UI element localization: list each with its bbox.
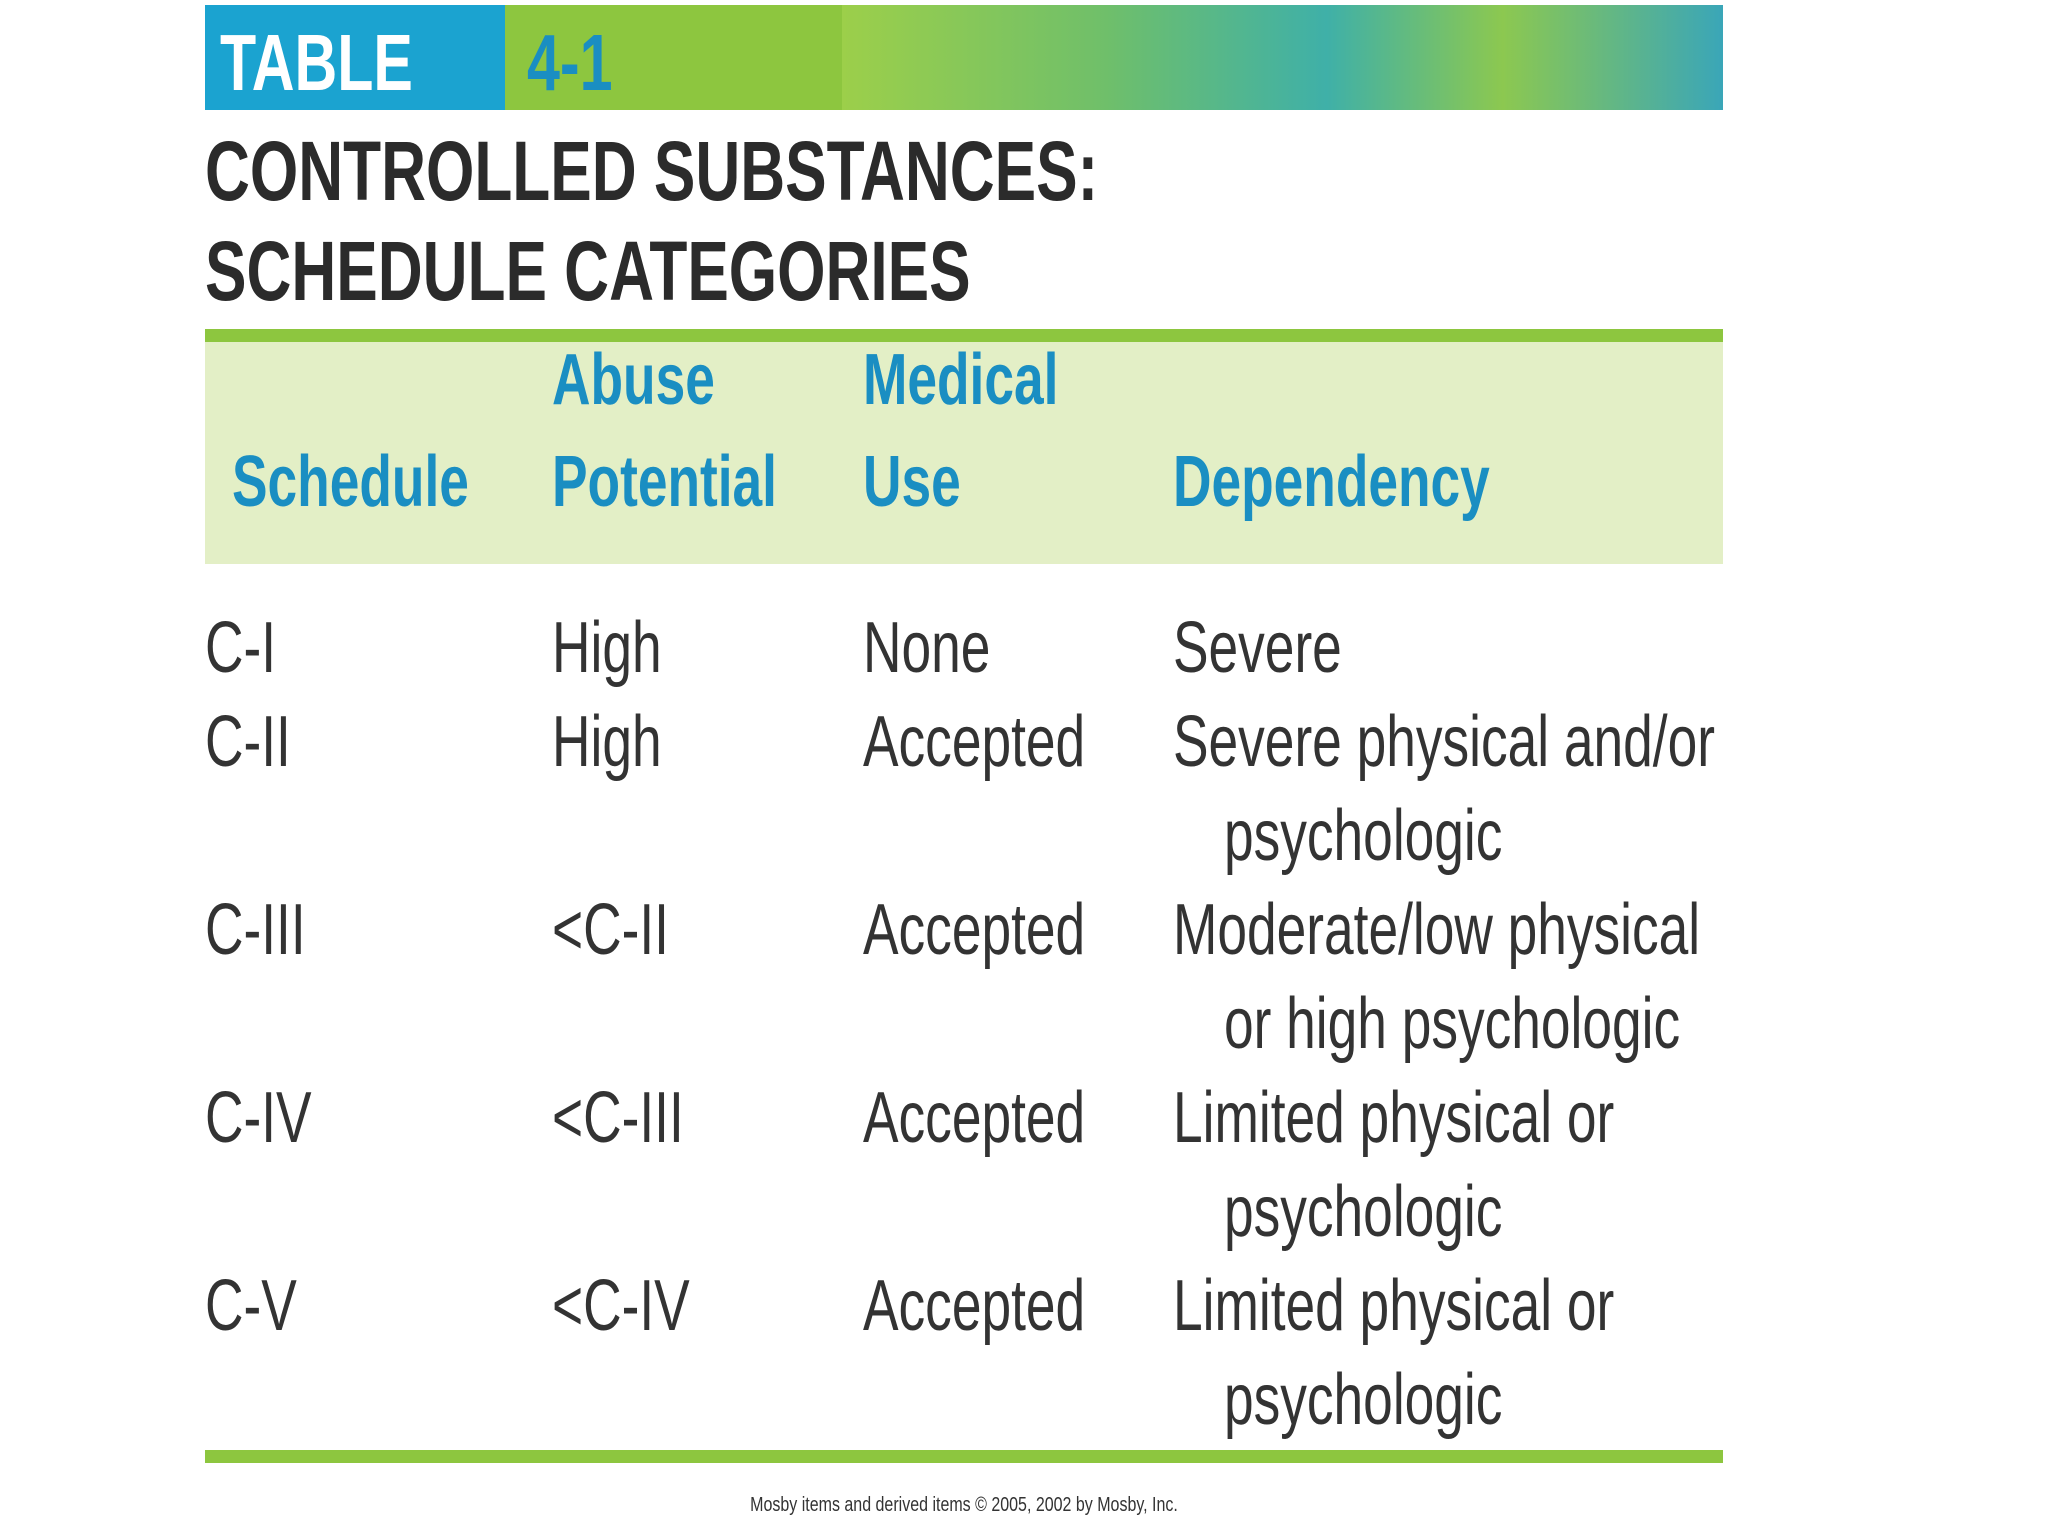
medical-use-cell: Accepted <box>863 889 1086 970</box>
column-header: Dependency <box>1173 441 1490 522</box>
banner-label-bg <box>205 5 505 110</box>
title: CONTROLLED SUBSTANCES: SCHEDULE CATEGORI… <box>205 124 1099 318</box>
banner-number-bg <box>505 5 842 110</box>
column-header: Abuse <box>552 339 715 420</box>
schedule-cell: C-V <box>205 1265 297 1346</box>
rule-bottom <box>205 1450 1723 1463</box>
dependency-cell: or high psychologic <box>1224 983 1681 1064</box>
banner-number: 4-1 <box>527 18 613 107</box>
dependency-cell: psychologic <box>1224 1359 1503 1440</box>
schedule-cell: C-I <box>205 607 277 688</box>
abuse-cell: <C-IV <box>552 1265 690 1346</box>
medical-use-cell: Accepted <box>863 1265 1086 1346</box>
medical-use-cell: None <box>863 607 991 688</box>
column-header: Use <box>863 441 961 522</box>
abuse-cell: <C-III <box>552 1077 684 1158</box>
medical-use-cell: Accepted <box>863 701 1086 782</box>
banner-decoration <box>842 5 1723 110</box>
dependency-cell: psychologic <box>1224 795 1503 876</box>
abuse-cell: High <box>552 607 662 688</box>
dependency-cell: psychologic <box>1224 1171 1503 1252</box>
dependency-cell: Severe <box>1173 607 1342 688</box>
column-header: Medical <box>863 339 1059 420</box>
rule-top <box>205 329 1723 342</box>
dependency-cell: Limited physical or <box>1173 1265 1615 1346</box>
column-header: Potential <box>552 441 777 522</box>
medical-use-cell: Accepted <box>863 1077 1086 1158</box>
column-header: Schedule <box>232 441 469 522</box>
dependency-cell: Moderate/low physical <box>1173 889 1701 970</box>
abuse-cell: <C-II <box>552 889 669 970</box>
schedule-cell: C-II <box>205 701 291 782</box>
header-bg <box>205 342 1723 564</box>
banner-label: TABLE <box>220 18 413 107</box>
schedule-cell: C-IV <box>205 1077 312 1158</box>
abuse-cell: High <box>552 701 662 782</box>
dependency-cell: Severe physical and/or <box>1173 701 1715 782</box>
dependency-cell: Limited physical or <box>1173 1077 1615 1158</box>
footer: Mosby items and derived items © 2005, 20… <box>750 1494 1178 1516</box>
schedule-cell: C-III <box>205 889 306 970</box>
